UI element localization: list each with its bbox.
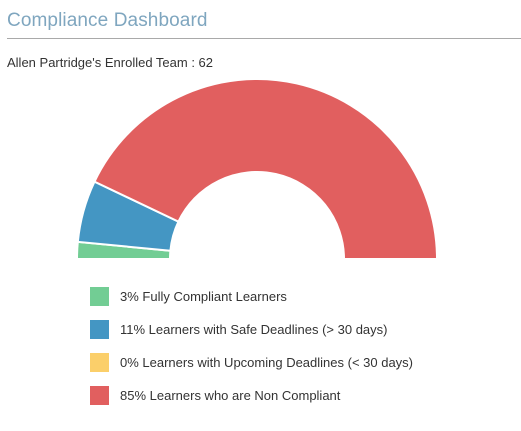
legend-label-upcoming-deadlines: 0% Learners with Upcoming Deadlines (< 3… [120,355,414,370]
legend-swatch-fully-compliant [90,287,109,306]
legend-item-fully-compliant: 3% Fully Compliant Learners [90,280,413,313]
legend-item-upcoming-deadlines: 0% Learners with Upcoming Deadlines (< 3… [90,346,413,379]
legend-item-non-compliant: 85% Learners who are Non Compliant [90,379,413,412]
chart-legend: 3% Fully Compliant Learners 11% Learners… [90,280,413,412]
legend-label-fully-compliant: 3% Fully Compliant Learners [120,289,287,304]
page-title: Compliance Dashboard [7,10,208,31]
legend-item-safe-deadlines: 11% Learners with Safe Deadlines (> 30 d… [90,313,413,346]
enrolled-team-count: Allen Partridge's Enrolled Team : 62 [7,55,214,70]
legend-label-safe-deadlines: 11% Learners with Safe Deadlines (> 30 d… [120,322,388,337]
legend-swatch-safe-deadlines [90,320,109,339]
legend-swatch-non-compliant [90,386,109,405]
donut-slice-learners-who-are-non-compliant[interactable] [93,78,439,260]
legend-label-non-compliant: 85% Learners who are Non Compliant [120,388,341,403]
title-divider [7,38,521,39]
legend-swatch-upcoming-deadlines [90,353,109,372]
